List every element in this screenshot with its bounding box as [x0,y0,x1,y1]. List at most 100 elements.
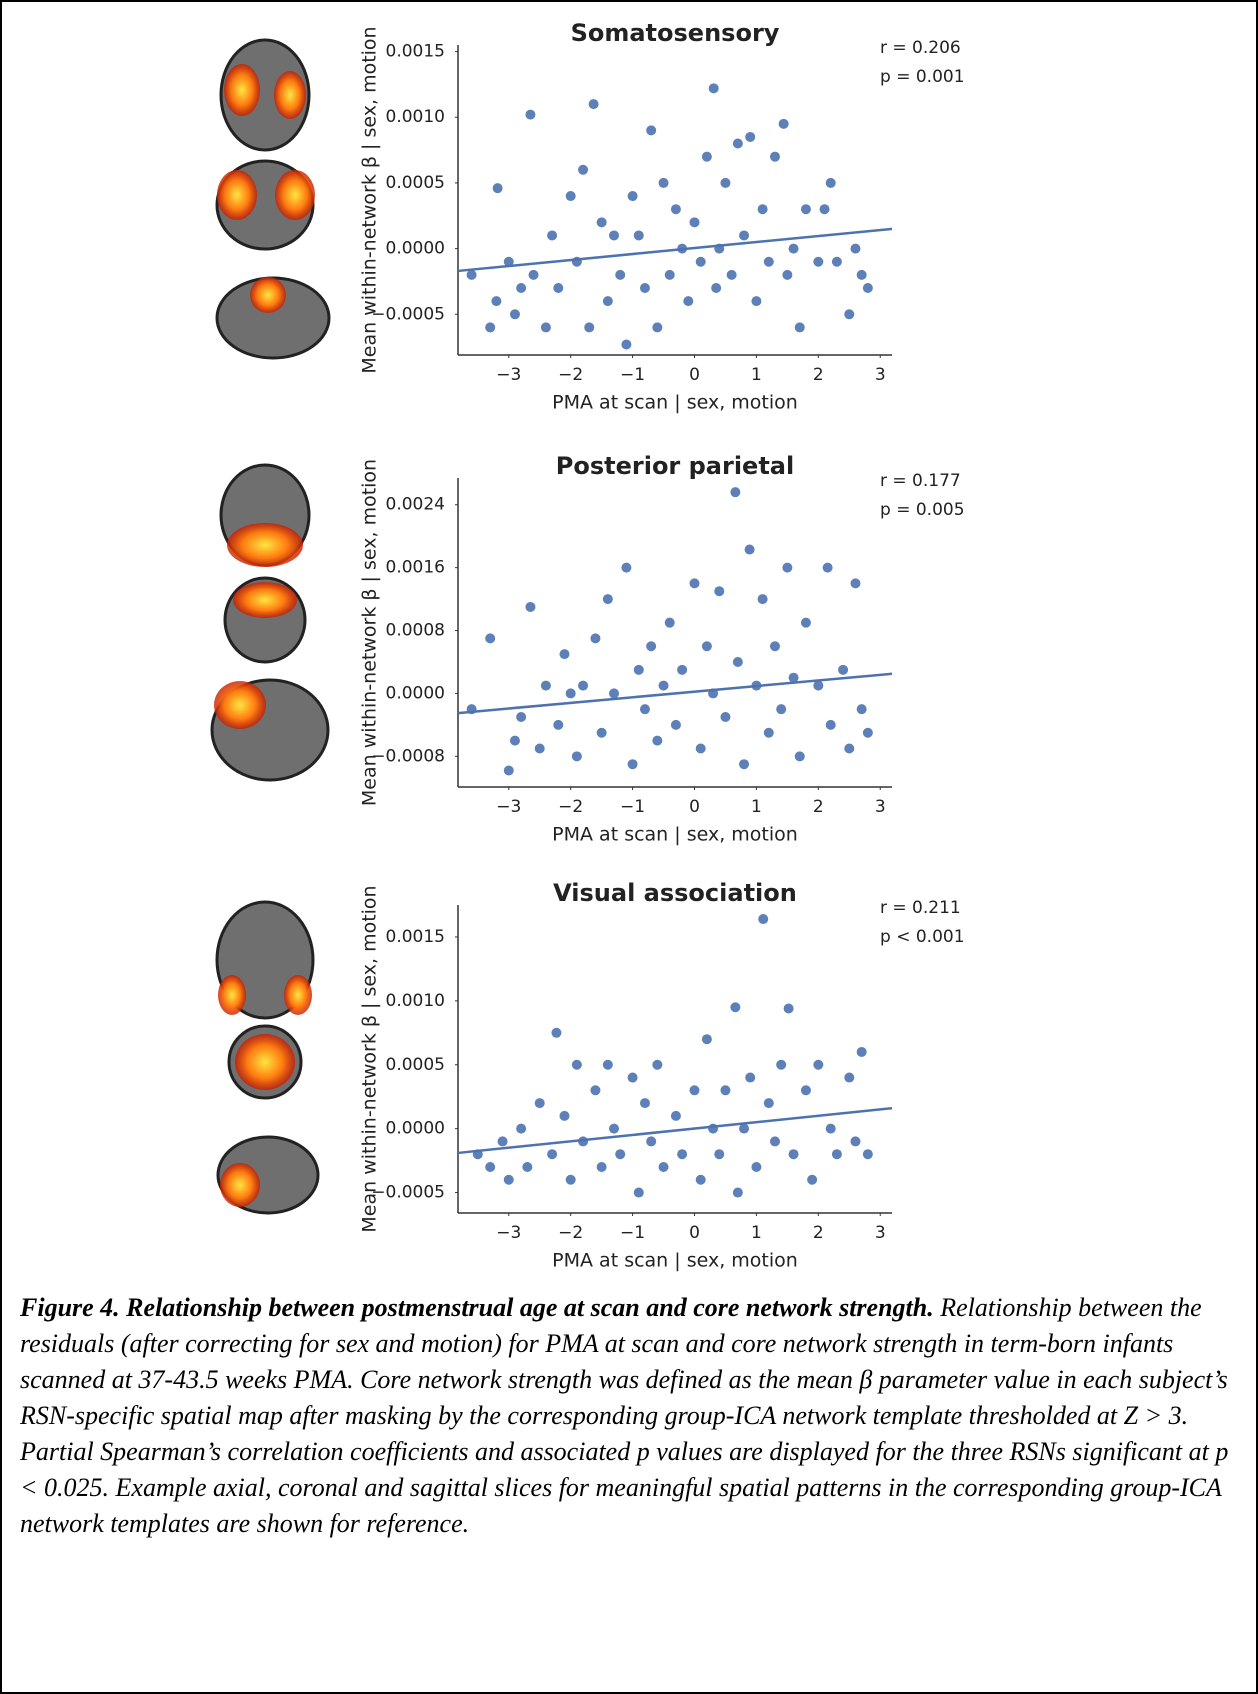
y-tick-label: 0.0000 [386,1119,445,1139]
scatter-point [751,1161,762,1172]
scatter-point [751,296,762,307]
scatter-point [652,735,663,746]
scatter-point [621,339,632,350]
scatter-point [559,1110,570,1121]
scatter-point [578,164,589,175]
scatter-point [534,1098,545,1109]
scatter-point [503,256,514,267]
scatter-point [794,322,805,333]
chart-title: Posterior parietal [556,452,794,480]
y-tick-label: 0.0000 [386,683,445,703]
scatter-point [615,269,626,280]
x-tick-label: 2 [813,797,824,817]
scatter-point [664,617,675,628]
scatter-point [813,680,824,691]
scatter-point [652,1059,663,1070]
x-tick-label: −3 [496,365,521,385]
scatter-point [711,283,722,294]
scatter-point [844,1072,855,1083]
scatter-point [726,269,737,280]
scatter-point [745,1072,756,1083]
scatter-point [732,656,743,667]
regression-line [457,672,893,715]
scatter-point [800,204,811,215]
scatter-point [485,1161,496,1172]
scatter-point [596,1161,607,1172]
scatter-point [553,719,564,730]
scatter-point [776,704,787,715]
scatter-point [509,309,520,320]
scatter-point [658,177,669,188]
scatter-point [782,562,793,573]
scatter-point [689,217,700,228]
scatter-point [850,1136,861,1147]
scatter-point [757,204,768,215]
y-tick-label: 0.0008 [386,621,445,641]
x-tick-label: 0 [689,1223,700,1243]
scatter-point [621,562,632,573]
scatter-point [758,914,769,925]
scatter-point [670,719,681,730]
scatter-point [788,672,799,683]
scatter-point [739,1123,750,1134]
x-tick-label: 3 [875,365,886,385]
scatter-point [683,296,694,307]
y-tick-label: 0.0005 [386,1055,445,1075]
scatter-point [540,322,551,333]
scatter-point [658,1161,669,1172]
scatter-point [776,1059,787,1070]
scatter-point [745,131,756,142]
x-tick-label: 1 [751,797,762,817]
activation [235,1034,295,1090]
y-axis-label: Mean within-network β | sex, motion [359,459,381,806]
scatter-point [565,1174,576,1185]
scatter-point [596,217,607,228]
scatter-point [627,1072,638,1083]
scatter-point [862,1149,873,1160]
scatter-point [701,1034,712,1045]
scatter-point [497,1136,508,1147]
x-tick-label: −3 [496,1223,521,1243]
scatter-point [525,109,536,120]
scatter-point [800,1085,811,1096]
x-axis-label: PMA at scan | sex, motion [552,1250,798,1272]
regression-line [457,227,893,273]
chart-title: Visual association [553,879,797,907]
scatter-point [695,1174,706,1185]
activation [220,1163,260,1207]
scatter-point [862,727,873,738]
scatter-point [720,1085,731,1096]
x-tick-label: −2 [558,797,583,817]
scatter-point [720,177,731,188]
scatter-point [739,230,750,241]
scatter-point [763,1098,774,1109]
scatter-point [491,296,502,307]
scatter-point [720,712,731,723]
scatter-point [588,99,599,110]
scatter-point [695,256,706,267]
x-tick-label: 3 [875,1223,886,1243]
scatter-point [664,269,675,280]
scatter-point [788,243,799,254]
scatter-point [670,204,681,215]
scatter-point [571,751,582,762]
annotation: r = 0.206 [880,38,961,58]
scatter-point [590,633,601,644]
scatter-point [794,751,805,762]
scatter-point [831,1149,842,1160]
scatter-point [844,743,855,754]
scatter-point [602,1059,613,1070]
y-tick-label: 0.0010 [386,991,445,1011]
scatter-point [652,322,663,333]
scatter-point [646,1136,657,1147]
scatter-point [769,1136,780,1147]
activation [250,277,286,313]
scatter-point [822,562,833,573]
caption-text: Relationship between the residuals (afte… [20,1293,1229,1538]
scatter-point [732,1187,743,1198]
scatter-point [838,664,849,675]
y-tick-label: 0.0005 [386,173,445,193]
scatter-point [466,269,477,280]
scatter-point [633,230,644,241]
y-tick-label: 0.0010 [386,107,445,127]
